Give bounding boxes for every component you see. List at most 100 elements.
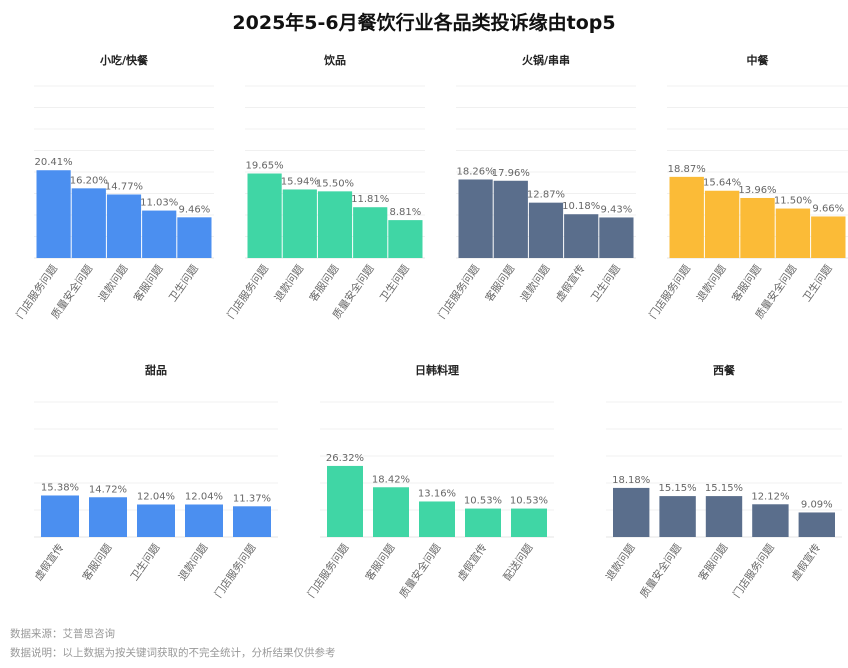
bar	[137, 504, 175, 537]
panel-title: 日韩料理	[415, 363, 459, 377]
data-label: 19.65%	[246, 161, 284, 172]
panel-title: 西餐	[713, 363, 736, 377]
x-tick-label: 门店服务问题	[305, 541, 352, 600]
x-tick-label: 客服问题	[307, 262, 342, 304]
data-label: 12.12%	[751, 491, 789, 502]
data-label: 10.53%	[464, 496, 502, 507]
x-tick-label: 卫生问题	[166, 262, 201, 304]
bar	[564, 214, 599, 258]
bar	[106, 194, 142, 258]
bar	[740, 197, 775, 258]
x-tick-label: 退款问题	[96, 262, 131, 304]
x-tick-label: 配送问题	[501, 541, 536, 583]
bar	[511, 508, 547, 537]
data-label: 13.96%	[738, 185, 776, 196]
data-label: 12.87%	[527, 190, 565, 201]
x-tick-label: 虚假宣传	[455, 541, 490, 583]
x-tick-label: 质量安全问题	[637, 541, 684, 600]
data-label: 8.81%	[390, 207, 422, 218]
bar	[388, 220, 423, 258]
data-label: 18.42%	[372, 474, 410, 485]
data-label: 10.18%	[562, 201, 600, 212]
data-label: 15.64%	[703, 178, 741, 189]
bar	[185, 504, 223, 537]
data-label: 11.81%	[351, 194, 389, 205]
bar	[247, 173, 282, 258]
bar	[613, 487, 650, 537]
x-tick-label: 卫生问题	[800, 262, 835, 304]
bar	[599, 217, 634, 258]
x-tick-label: 卫生问题	[128, 541, 163, 583]
data-label: 10.53%	[510, 496, 548, 507]
x-tick-label: 门店服务问题	[435, 262, 482, 321]
bar	[142, 210, 177, 258]
bar	[493, 180, 528, 258]
bar	[775, 208, 811, 258]
bar	[282, 189, 317, 258]
panel-title: 中餐	[747, 53, 770, 67]
x-tick-label: 客服问题	[483, 262, 518, 304]
bar	[177, 217, 212, 258]
x-tick-label: 退款问题	[272, 262, 307, 304]
bar	[317, 191, 353, 258]
bar	[458, 179, 493, 258]
bar	[705, 496, 743, 537]
bar	[798, 512, 835, 537]
x-tick-label: 卫生问题	[588, 262, 623, 304]
bar	[465, 508, 501, 537]
x-tick-label: 客服问题	[80, 541, 115, 583]
data-label: 18.26%	[457, 166, 495, 177]
footer-note: 数据说明：以上数据为按关键词获取的不完全统计，分析结果仅供参考	[10, 647, 336, 659]
bar	[704, 190, 740, 258]
bar	[528, 202, 564, 258]
data-label: 15.94%	[281, 176, 319, 187]
chart-title: 2025年5-6月餐饮行业各品类投诉缘由top5	[232, 12, 616, 34]
data-label: 15.38%	[41, 482, 79, 493]
bar	[41, 495, 79, 537]
x-tick-label: 虚假宣传	[32, 541, 67, 583]
x-tick-label: 门店服务问题	[646, 262, 693, 321]
data-label: 15.15%	[659, 483, 697, 494]
panel-title: 甜品	[145, 363, 167, 377]
panel-title: 小吃/快餐	[99, 53, 149, 67]
x-tick-label: 退款问题	[603, 541, 638, 583]
data-label: 26.32%	[326, 453, 364, 464]
data-label: 15.15%	[705, 483, 743, 494]
data-label: 14.77%	[105, 181, 143, 192]
x-tick-label: 门店服务问题	[224, 262, 271, 321]
x-tick-label: 门店服务问题	[212, 541, 259, 600]
bar	[89, 497, 127, 537]
x-tick-label: 门店服务问题	[730, 541, 777, 600]
x-tick-label: 客服问题	[696, 541, 731, 583]
bar	[353, 207, 388, 258]
data-label: 9.66%	[812, 203, 844, 214]
bar	[811, 216, 846, 258]
data-label: 11.37%	[233, 493, 271, 504]
x-tick-label: 质量安全问题	[397, 541, 444, 600]
data-label: 20.41%	[35, 157, 73, 168]
bar	[373, 487, 409, 537]
bar	[71, 188, 106, 258]
data-label: 16.20%	[70, 175, 108, 186]
x-tick-label: 卫生问题	[377, 262, 412, 304]
x-tick-label: 退款问题	[694, 262, 729, 304]
x-tick-label: 退款问题	[518, 262, 553, 304]
x-tick-label: 退款问题	[176, 541, 211, 583]
data-label: 15.50%	[316, 178, 354, 189]
x-tick-label: 客服问题	[729, 262, 764, 304]
data-label: 9.46%	[179, 204, 211, 215]
bar	[669, 176, 704, 258]
bar	[752, 504, 789, 537]
data-label: 9.43%	[601, 204, 633, 215]
bar	[36, 170, 71, 258]
bar	[419, 501, 455, 537]
panel-title: 火锅/串串	[522, 53, 570, 67]
data-label: 12.04%	[185, 491, 223, 502]
data-label: 14.72%	[89, 484, 127, 495]
data-label: 17.96%	[492, 168, 530, 179]
data-label: 13.16%	[418, 488, 456, 499]
data-label: 18.18%	[612, 475, 650, 486]
bar	[659, 496, 696, 537]
data-label: 11.03%	[140, 198, 178, 209]
